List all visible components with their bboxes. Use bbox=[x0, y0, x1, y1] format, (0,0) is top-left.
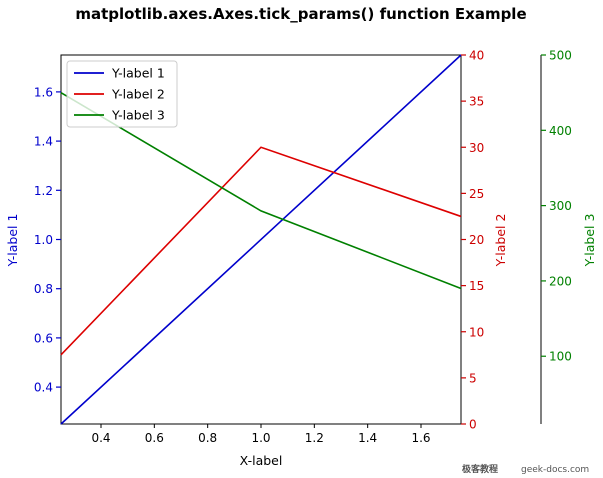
y-tick-label: 200 bbox=[549, 274, 572, 288]
y-tick-label: 35 bbox=[469, 95, 484, 109]
y-axis-2: 0 5 10 15 20 25 30 35 40 bbox=[461, 49, 484, 432]
y-tick-label: 300 bbox=[549, 199, 572, 213]
series-line-2 bbox=[60, 146, 462, 356]
y-axis-1: 0.4 0.6 0.8 1.0 1.2 1.4 1.6 bbox=[34, 85, 61, 395]
y-tick-label: 0 bbox=[469, 418, 477, 432]
y-tick-label: 0.6 bbox=[34, 331, 53, 345]
legend: Y-label 1 Y-label 2 Y-label 3 bbox=[66, 60, 178, 128]
y-tick-label: 500 bbox=[549, 49, 572, 63]
legend-label: Y-label 2 bbox=[111, 87, 165, 102]
x-axis-label: X-label bbox=[240, 453, 283, 468]
legend-box bbox=[66, 60, 178, 128]
x-tick-label: 1.0 bbox=[251, 431, 270, 445]
watermark-site: geek-docs.com bbox=[521, 465, 589, 475]
y-tick-label: 100 bbox=[549, 350, 572, 364]
x-axis: 0.4 0.6 0.8 1.0 1.2 1.4 1.6 bbox=[91, 424, 431, 445]
x-tick-label: 1.6 bbox=[411, 431, 430, 445]
y-tick-label: 40 bbox=[469, 49, 484, 63]
watermark-cjk: 极客教程 bbox=[462, 463, 498, 475]
legend-label: Y-label 1 bbox=[111, 66, 165, 81]
y-tick-label: 20 bbox=[469, 233, 484, 247]
x-tick-label: 0.4 bbox=[91, 431, 110, 445]
y-tick-label: 30 bbox=[469, 141, 484, 155]
chart-title: matplotlib.axes.Axes.tick_params() funct… bbox=[75, 5, 526, 23]
y-tick-label: 0.4 bbox=[34, 381, 53, 395]
series-layer bbox=[60, 54, 462, 425]
y-tick-label: 1.0 bbox=[34, 233, 53, 247]
y-axis-1-label: Y-label 1 bbox=[5, 214, 20, 268]
y-tick-label: 5 bbox=[469, 371, 477, 385]
y-tick-label: 25 bbox=[469, 187, 484, 201]
x-tick-label: 0.8 bbox=[198, 431, 217, 445]
series-line-1 bbox=[60, 54, 462, 425]
y-tick-label: 1.6 bbox=[34, 85, 53, 99]
y-tick-label: 15 bbox=[469, 279, 484, 293]
y-tick-label: 0.8 bbox=[34, 282, 53, 296]
series-line-3 bbox=[60, 91, 462, 290]
legend-label: Y-label 3 bbox=[111, 108, 165, 123]
x-tick-label: 0.6 bbox=[145, 431, 164, 445]
y-tick-label: 400 bbox=[549, 124, 572, 138]
y-tick-label: 1.4 bbox=[34, 135, 53, 149]
y-tick-label: 10 bbox=[469, 325, 484, 339]
y-axis-3-label: Y-label 3 bbox=[582, 214, 597, 268]
y-axis-3: 100 200 300 400 500 bbox=[540, 49, 572, 424]
y-tick-label: 1.2 bbox=[34, 184, 53, 198]
x-tick-label: 1.2 bbox=[305, 431, 324, 445]
y-axis-2-label: Y-label 2 bbox=[493, 214, 508, 268]
x-tick-label: 1.4 bbox=[358, 431, 377, 445]
